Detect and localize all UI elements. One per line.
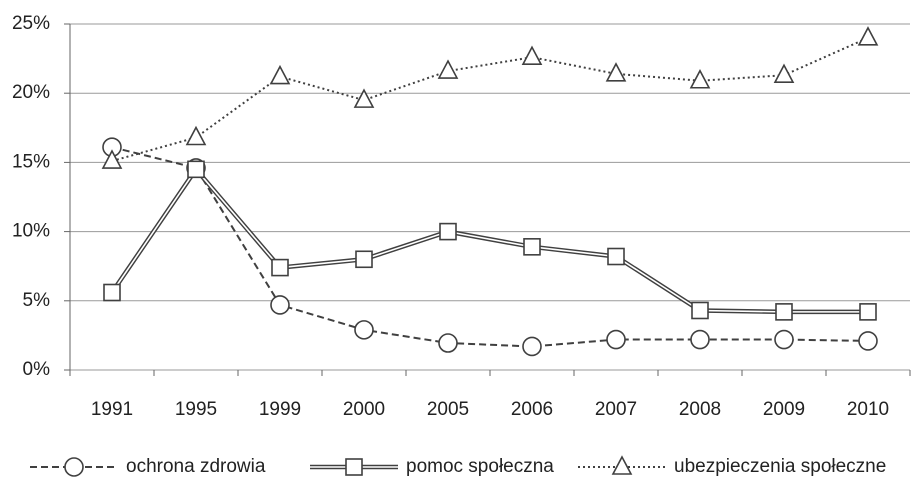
marker <box>185 125 207 146</box>
x-tick-label: 2000 <box>343 399 385 420</box>
marker <box>353 88 375 108</box>
y-tick-label: 10% <box>12 221 50 242</box>
series-line-inner <box>111 168 868 313</box>
marker <box>355 250 373 269</box>
marker <box>270 295 290 315</box>
x-tick-label: 1999 <box>259 399 301 420</box>
legend-label: ubezpieczenia społeczne <box>674 456 886 477</box>
x-tick-label: 1995 <box>175 399 217 420</box>
marker <box>269 64 291 85</box>
x-tick-label: 2010 <box>847 399 889 420</box>
marker <box>439 222 457 241</box>
marker <box>271 258 289 277</box>
series-line <box>110 167 868 315</box>
y-tick-label: 25% <box>12 13 50 34</box>
marker <box>859 303 877 321</box>
marker <box>523 238 541 256</box>
marker <box>438 333 458 353</box>
legend-label: ochrona zdrowia <box>126 456 266 477</box>
x-tick-label: 2009 <box>763 399 805 420</box>
legend-label: pomoc społeczna <box>406 456 554 477</box>
marker <box>187 160 205 179</box>
marker <box>857 26 879 46</box>
marker <box>101 149 123 169</box>
marker <box>775 303 793 321</box>
marker <box>605 62 627 82</box>
marker <box>690 329 710 350</box>
marker <box>345 458 363 476</box>
marker <box>606 329 626 350</box>
legend-item: ubezpieczenia społeczne <box>578 455 886 477</box>
y-tick-label: 15% <box>12 151 50 172</box>
marker <box>103 283 121 302</box>
marker <box>437 59 459 79</box>
marker <box>858 331 878 351</box>
marker <box>607 247 625 266</box>
x-tick-label: 2005 <box>427 399 469 420</box>
x-tick-label: 2008 <box>679 399 721 420</box>
y-tick-label: 5% <box>23 290 51 311</box>
marker <box>774 329 794 350</box>
marker <box>64 457 84 477</box>
marker <box>689 69 711 89</box>
x-tick-label: 2007 <box>595 399 637 420</box>
marker <box>522 336 542 357</box>
marker <box>354 320 374 340</box>
y-tick-label: 20% <box>12 82 50 103</box>
legend-item: ochrona zdrowia <box>30 456 266 477</box>
marker <box>611 455 633 475</box>
marker <box>773 63 795 84</box>
x-tick-label: 1991 <box>91 399 133 420</box>
series-line <box>111 36 869 162</box>
legend-item: pomoc społeczna <box>310 456 554 477</box>
y-tick-label: 0% <box>23 359 51 380</box>
x-tick-label: 2006 <box>511 399 553 420</box>
marker <box>691 301 709 320</box>
series-line <box>111 146 869 348</box>
marker <box>521 45 543 66</box>
